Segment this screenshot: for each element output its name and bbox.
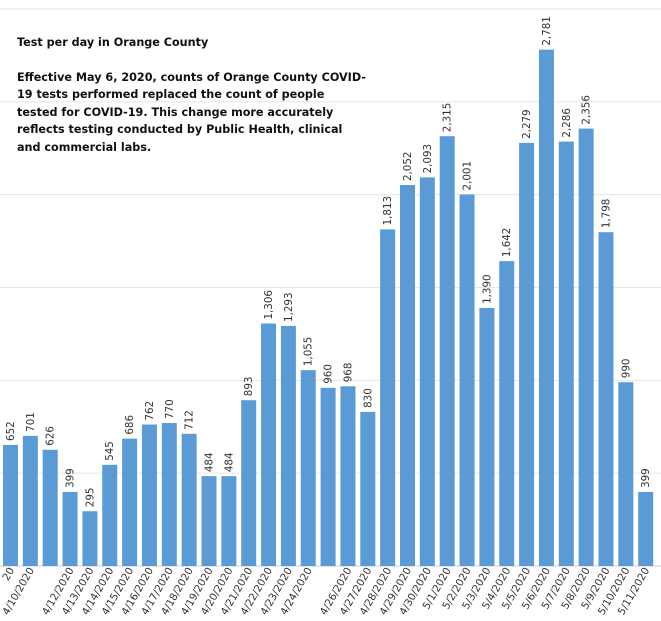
bar-4/25/2020[interactable]	[320, 387, 336, 566]
tick-label-20: 20	[0, 566, 17, 583]
value-label-4/10/2020: 701	[25, 412, 37, 432]
value-label-5/8/2020: 2,356	[581, 95, 593, 124]
bar-4/9/2020[interactable]	[3, 444, 18, 566]
bar-5/5/2020[interactable]	[519, 142, 535, 566]
value-label-5/10/2020: 990	[620, 359, 632, 379]
bar-5/9/2020[interactable]	[598, 232, 614, 566]
value-label-5/9/2020: 1,798	[601, 199, 613, 228]
value-label-4/11/2020: 626	[45, 426, 57, 446]
chart-subtitle: Effective May 6, 2020, counts of Orange …	[17, 70, 366, 154]
value-label-4/22/2020: 1,306	[263, 290, 275, 319]
value-label-5/4/2020: 1,642	[501, 228, 513, 257]
value-label-5/11/2020: 399	[640, 468, 652, 488]
value-label-4/15/2020: 686	[124, 415, 136, 435]
value-label-4/18/2020: 712	[184, 410, 196, 430]
value-label-4/13/2020: 295	[84, 488, 96, 508]
bar-4/29/2020[interactable]	[400, 185, 415, 566]
value-label-4/24/2020: 1,055	[303, 337, 315, 366]
value-label-4/16/2020: 762	[144, 401, 156, 421]
value-label-4/9/2020: 652	[5, 421, 17, 441]
bar-4/27/2020[interactable]	[360, 411, 376, 566]
bar-4/22/2020[interactable]	[261, 323, 277, 566]
bar-5/7/2020[interactable]	[558, 141, 574, 567]
bar-5/4/2020[interactable]	[499, 261, 515, 566]
bar-5/10/2020[interactable]	[618, 382, 634, 566]
bar-4/20/2020[interactable]	[221, 476, 237, 566]
value-labels: 652 701 626 399 295 545 686 762 770 712 484 484 893 1…	[5, 16, 652, 507]
bar-4/24/2020[interactable]	[300, 370, 316, 566]
value-label-5/5/2020: 2,279	[521, 109, 533, 138]
value-label-4/12/2020: 399	[65, 468, 77, 488]
bar-4/11/2020[interactable]	[42, 449, 58, 566]
bar-5/2/2020[interactable]	[459, 194, 475, 566]
bar-4/30/2020[interactable]	[419, 177, 435, 567]
value-label-4/23/2020: 1,293	[283, 292, 295, 321]
bar-5/11/2020[interactable]	[638, 491, 654, 566]
bar-4/14/2020[interactable]	[102, 464, 118, 566]
bars	[3, 49, 654, 567]
bar-4/19/2020[interactable]	[201, 476, 217, 566]
value-label-5/7/2020: 2,286	[561, 108, 573, 137]
value-label-4/27/2020: 830	[362, 388, 374, 408]
value-label-5/1/2020: 2,315	[442, 103, 454, 132]
bar-4/21/2020[interactable]	[241, 400, 257, 566]
bar-4/10/2020[interactable]	[22, 435, 38, 566]
bar-5/8/2020[interactable]	[578, 128, 594, 566]
bar-5/3/2020[interactable]	[479, 307, 495, 566]
bar-4/26/2020[interactable]	[340, 386, 356, 566]
bar-5/6/2020[interactable]	[538, 49, 554, 566]
value-label-5/6/2020: 2,781	[541, 16, 553, 45]
value-label-4/26/2020: 968	[342, 363, 354, 383]
chart-title: Test per day in Orange County	[17, 36, 209, 49]
value-label-4/25/2020: 960	[323, 364, 335, 384]
bar-4/17/2020[interactable]	[161, 423, 177, 566]
x-tick-labels: 204/10/2020 4/12/20204/13/20204/14/20204/…	[0, 566, 652, 618]
bar-5/1/2020[interactable]	[439, 136, 455, 566]
value-label-4/21/2020: 893	[243, 377, 255, 397]
bar-4/12/2020[interactable]	[62, 491, 78, 566]
value-label-4/30/2020: 2,093	[422, 144, 434, 173]
bar-4/13/2020[interactable]	[82, 511, 98, 566]
value-label-4/29/2020: 2,052	[402, 152, 414, 181]
bar-4/15/2020[interactable]	[122, 438, 138, 566]
chart-annotation: Test per day in Orange County Effective …	[17, 34, 367, 156]
bar-4/16/2020[interactable]	[141, 424, 157, 566]
bar-4/23/2020[interactable]	[280, 325, 296, 566]
bar-4/28/2020[interactable]	[380, 229, 396, 566]
value-label-4/20/2020: 484	[223, 452, 235, 472]
value-label-4/14/2020: 545	[104, 441, 116, 461]
bar-4/18/2020[interactable]	[181, 433, 197, 566]
value-label-5/2/2020: 2,001	[462, 161, 474, 190]
value-label-4/28/2020: 1,813	[382, 196, 394, 225]
value-label-5/3/2020: 1,390	[481, 274, 493, 303]
value-label-4/17/2020: 770	[164, 399, 176, 419]
value-label-4/19/2020: 484	[204, 452, 216, 472]
